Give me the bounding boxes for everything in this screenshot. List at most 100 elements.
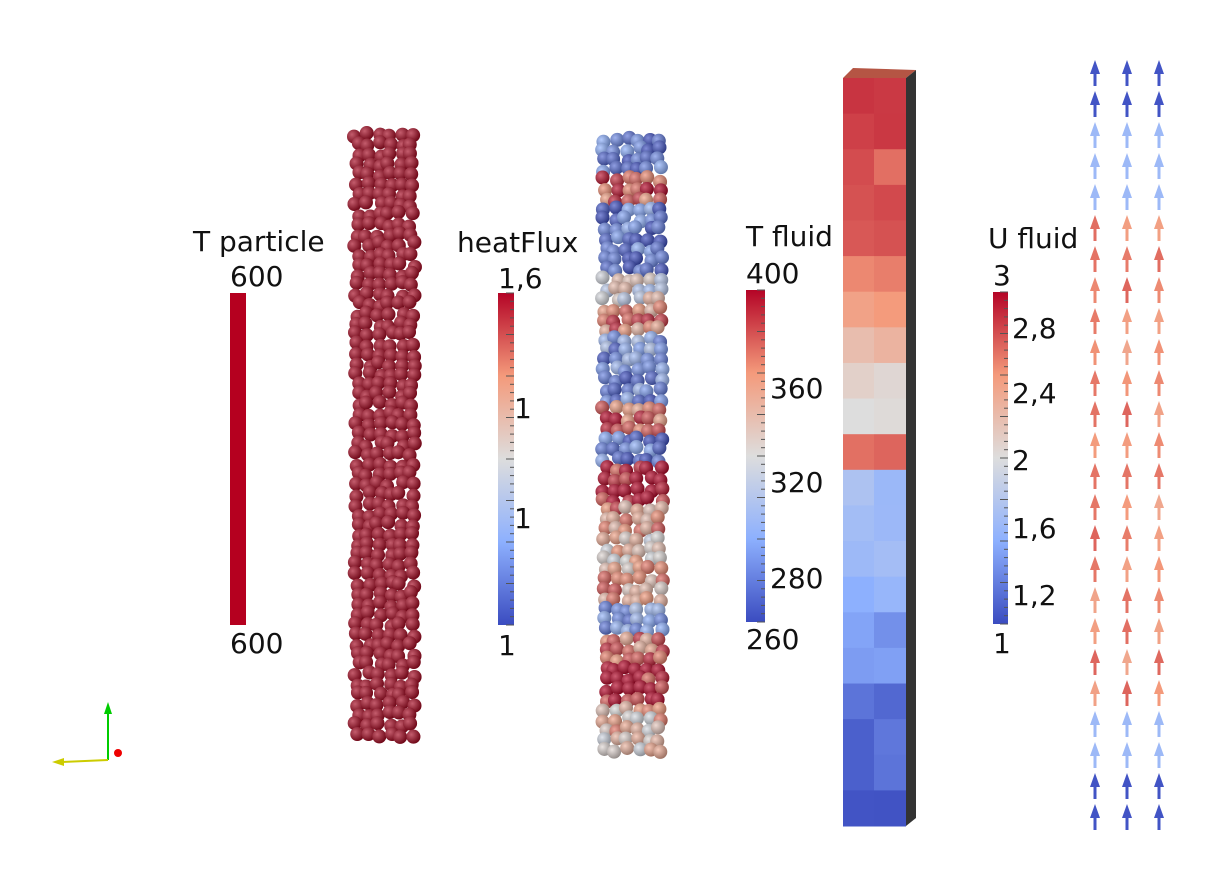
particle-shade [373,135,388,150]
particle-shade [394,367,409,382]
velocity-arrow-head [1154,463,1164,477]
particle-shade [380,295,395,310]
particle-shade [381,307,396,322]
particle-shade [393,166,408,181]
particle-shade [607,473,622,488]
particle-shade [595,703,610,718]
particle-shade [628,171,643,186]
legend-label: 2,8 [1012,312,1057,345]
particle-shade [620,391,635,406]
particle-shade [392,256,407,271]
fluid-cell [874,327,906,364]
particle-shade [619,720,634,735]
fluid-cell [874,683,906,720]
particle-shade [391,639,406,654]
velocity-arrow-head [1154,91,1164,105]
velocity-arrow-head [1154,432,1164,446]
velocity-arrow-head [1090,649,1100,663]
particle-shade [391,295,406,310]
particle-shade [350,727,365,742]
particle-shade [595,170,610,185]
fluid-cell [843,541,874,578]
velocity-arrow-head [1122,308,1132,322]
velocity-arrow-head [1154,680,1164,694]
velocity-arrow-head [1122,649,1132,663]
velocity-arrow-head [1122,680,1132,694]
particle-shade [600,670,615,685]
particle-shade [652,140,667,155]
particle-shade [380,636,395,651]
particle-shade [639,150,654,165]
particle-shade [402,636,417,651]
particle-shade [349,275,364,290]
particle-shade [391,616,406,631]
legend-label: 400 [746,257,799,290]
particle-shade [372,729,387,744]
particle-shade [608,412,623,427]
fluid-cell [843,362,874,400]
velocity-arrow-head [1122,91,1132,105]
particle-shade [654,460,669,475]
particle-shade [598,431,613,446]
particle-shade [404,155,419,170]
particle-shade [611,431,626,446]
velocity-arrow-head [1122,556,1132,570]
velocity-arrow-head [1154,122,1164,136]
fluid-cell [874,790,906,827]
particle-shade [651,632,666,647]
particle-shade [630,481,645,496]
particle-shade [629,471,644,486]
velocity-arrow-head [1122,618,1132,632]
particle-shade [631,362,646,377]
particle-shade [655,362,670,377]
particle-shade [609,400,624,415]
particle-shade [652,701,667,716]
particle-shade [622,420,637,435]
particle-shade [595,291,610,306]
velocity-arrow-head [1154,556,1164,570]
legend-label: 600 [230,627,283,660]
particle-shade [360,565,375,580]
particle-shade [620,451,635,466]
particle-shade [358,195,373,210]
particle-shade [641,424,656,439]
velocity-arrow-head [1154,742,1164,756]
particle-shade [650,320,665,335]
particle-shade [359,126,374,141]
particle-shade [610,641,625,656]
velocity-arrow-head [1154,339,1164,353]
particle-shade [406,655,421,670]
particle-shade [618,500,633,515]
particle-shade [607,382,622,397]
particle-shade [617,292,632,307]
particle-shade [391,705,406,720]
fluid-cell [843,790,874,827]
fluid-cell [874,398,906,435]
fluid-cell [874,576,906,613]
particle-shade [654,680,669,695]
particle-shade [362,485,377,500]
particle-shade [362,216,377,231]
particle-shade [406,729,421,744]
particle-shade [403,386,418,401]
velocity-arrow-head [1122,153,1132,167]
particle-shade [651,220,666,235]
fluid-cell [874,256,906,293]
particle-shade [619,572,634,587]
fluid-cell [843,469,874,506]
particle-shade [611,183,626,198]
velocity-arrow-head [1090,277,1100,291]
particle-shade [374,686,389,701]
particle-shade [382,385,397,400]
velocity-arrow-head [1122,742,1132,756]
velocity-arrow-head [1090,308,1100,322]
legend-label: 1,6 [498,262,543,295]
particle-shade [644,371,659,386]
particle-shade [347,716,362,731]
velocity-arrow-head [1122,711,1132,725]
legend-label: 1,6 [1012,512,1057,545]
velocity-arrow-head [1090,153,1100,167]
fluid-cell [874,719,906,756]
velocity-arrow-head [1090,463,1100,477]
particle-shade [633,742,648,757]
